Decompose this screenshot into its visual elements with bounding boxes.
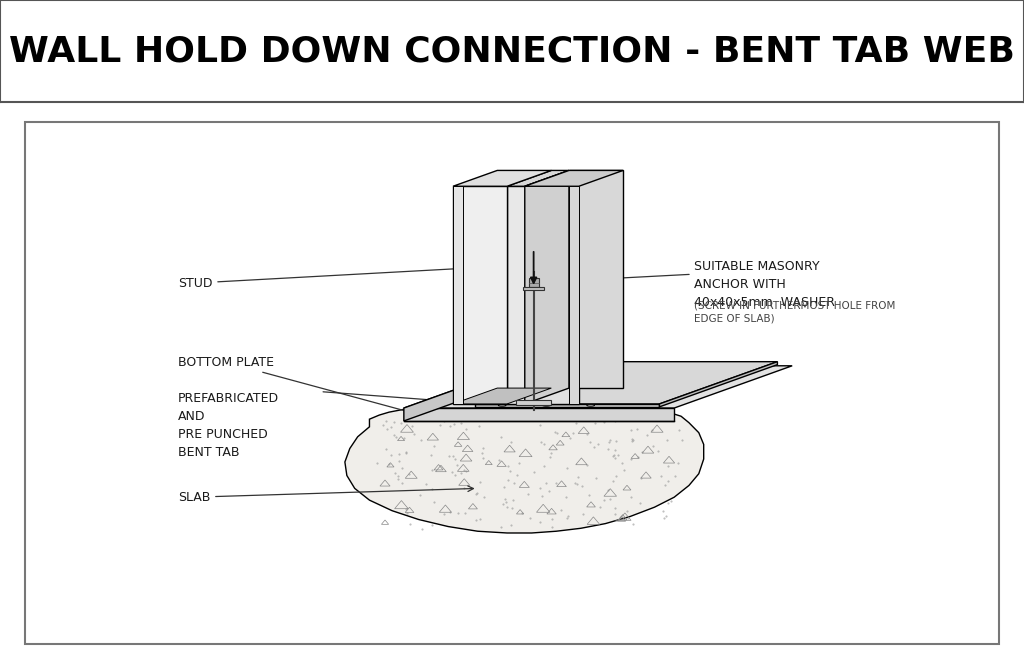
Polygon shape: [524, 186, 579, 404]
Polygon shape: [524, 170, 569, 404]
Text: SLAB: SLAB: [178, 486, 473, 504]
Polygon shape: [453, 186, 463, 404]
Bar: [528, 279, 539, 286]
Ellipse shape: [587, 405, 595, 407]
Polygon shape: [403, 366, 522, 421]
Polygon shape: [453, 186, 507, 404]
Polygon shape: [507, 186, 524, 404]
Polygon shape: [345, 402, 703, 533]
Polygon shape: [453, 170, 551, 186]
Text: PREFABRICATED
AND
PRE PUNCHED
BENT TAB: PREFABRICATED AND PRE PUNCHED BENT TAB: [178, 391, 279, 459]
Polygon shape: [475, 362, 777, 404]
Polygon shape: [403, 408, 674, 421]
Ellipse shape: [499, 405, 506, 407]
Polygon shape: [659, 362, 777, 407]
Bar: [523, 286, 545, 290]
Polygon shape: [403, 366, 793, 408]
Bar: [516, 401, 551, 405]
Polygon shape: [507, 170, 569, 186]
Polygon shape: [475, 404, 659, 407]
Polygon shape: [569, 186, 579, 404]
Text: BOTTOM PLATE: BOTTOM PLATE: [178, 356, 415, 414]
Text: WALL HOLD DOWN CONNECTION - BENT TAB WEB: WALL HOLD DOWN CONNECTION - BENT TAB WEB: [9, 34, 1015, 68]
Text: (SCREW IN FURTHERMOST HOLE FROM
EDGE OF SLAB): (SCREW IN FURTHERMOST HOLE FROM EDGE OF …: [694, 301, 895, 324]
Polygon shape: [453, 388, 551, 404]
Polygon shape: [524, 170, 623, 186]
Text: SUITABLE MASONRY
ANCHOR WITH
40x40x5mm  WASHER: SUITABLE MASONRY ANCHOR WITH 40x40x5mm W…: [694, 259, 835, 309]
Ellipse shape: [543, 405, 550, 407]
Polygon shape: [569, 170, 623, 388]
Text: STUD: STUD: [178, 263, 512, 290]
